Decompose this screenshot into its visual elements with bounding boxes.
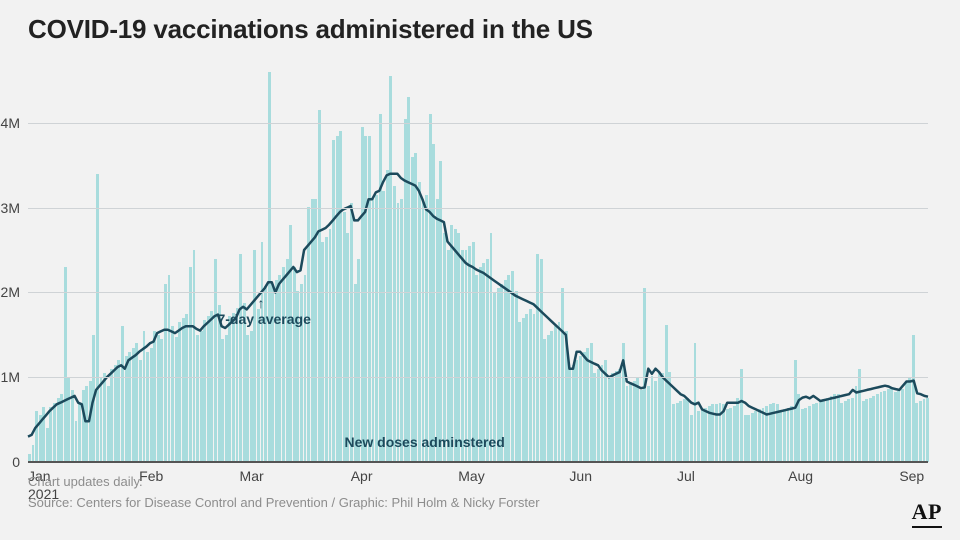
x-axis-baseline	[28, 461, 928, 463]
footer-source: Source: Centers for Disease Control and …	[28, 493, 540, 514]
gridline	[28, 208, 928, 209]
gridline	[28, 377, 928, 378]
chart-title: COVID-19 vaccinations administered in th…	[28, 14, 593, 45]
footer-updates: Chart updates daily.	[28, 472, 540, 493]
line-layer	[28, 72, 928, 462]
chart-area: 01M2M3M4MJan2021FebMarAprMayJunJulAugSep…	[28, 72, 928, 462]
y-axis-label: 2M	[1, 284, 20, 300]
y-axis-label: 3M	[1, 200, 20, 216]
line-series-annotation-text: 7-day average	[217, 311, 310, 327]
bar-series-annotation: New doses adminstered	[344, 434, 504, 450]
x-axis-label: Aug	[788, 468, 813, 486]
avg-line	[28, 174, 928, 437]
x-axis-label: Sep	[899, 468, 924, 486]
x-axis-label: Jun	[569, 468, 592, 486]
gridline	[28, 123, 928, 124]
chart-frame: COVID-19 vaccinations administered in th…	[0, 0, 960, 540]
gridline	[28, 292, 928, 293]
chart-footer: Chart updates daily. Source: Centers for…	[28, 472, 540, 514]
y-axis-label: 4M	[1, 115, 20, 131]
y-axis-label: 0	[12, 454, 20, 470]
annotation-arrow-icon: ↑	[257, 295, 264, 311]
line-series-annotation: ↑7-day average	[217, 311, 310, 327]
x-axis-label: Jul	[677, 468, 695, 486]
ap-logo: AP	[912, 499, 942, 528]
y-axis-label: 1M	[1, 369, 20, 385]
